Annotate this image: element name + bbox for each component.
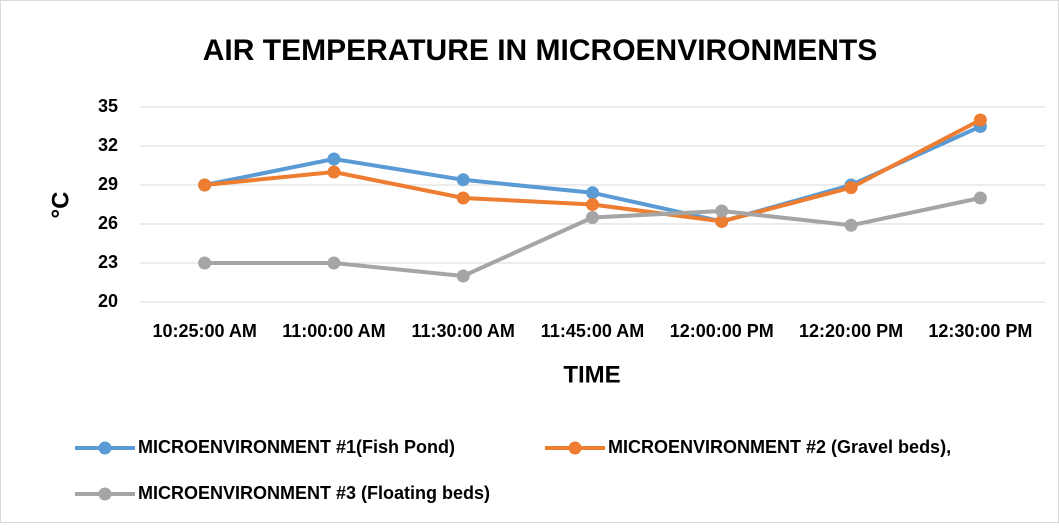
- x-tick-label: 10:25:00 AM: [152, 321, 256, 341]
- legend-label: MICROENVIRONMENT #3 (Floating beds): [138, 483, 490, 503]
- chart-title: AIR TEMPERATURE IN MICROENVIRONMENTS: [203, 34, 877, 67]
- x-tick-label: 11:45:00 AM: [541, 321, 644, 341]
- legend-marker: [98, 441, 112, 455]
- data-point: [715, 214, 729, 228]
- y-tick-label: 29: [98, 174, 118, 194]
- legend-marker: [98, 487, 112, 501]
- legend-label: MICROENVIRONMENT #1(Fish Pond): [138, 437, 455, 457]
- data-point: [973, 113, 987, 127]
- data-point: [456, 269, 470, 283]
- data-point: [715, 204, 729, 218]
- y-tick-label: 35: [98, 96, 118, 116]
- legend-marker: [568, 441, 582, 455]
- data-point: [586, 186, 599, 200]
- data-point: [586, 211, 599, 224]
- x-tick-label: 12:00:00 PM: [670, 321, 774, 341]
- data-point: [586, 198, 599, 211]
- data-point: [456, 173, 470, 187]
- data-point: [198, 256, 212, 270]
- y-tick-label: 20: [98, 291, 118, 311]
- x-tick-label: 11:00:00 AM: [282, 321, 385, 341]
- data-point: [198, 178, 212, 192]
- x-axis-label: TIME: [563, 361, 620, 388]
- legend-label: MICROENVIRONMENT #2 (Gravel beds),: [608, 437, 951, 457]
- x-tick-label: 12:30:00 PM: [928, 321, 1032, 341]
- data-point: [844, 218, 858, 232]
- data-point: [973, 191, 987, 205]
- data-point: [844, 181, 858, 195]
- x-tick-label: 12:20:00 PM: [799, 321, 903, 341]
- data-point: [327, 256, 341, 270]
- y-tick-label: 32: [98, 135, 118, 155]
- x-tick-label: 11:30:00 AM: [412, 321, 515, 341]
- data-point: [456, 191, 470, 205]
- data-point: [327, 165, 341, 179]
- y-axis-label: °C: [47, 192, 74, 219]
- y-tick-label: 23: [98, 252, 118, 272]
- data-point: [327, 152, 341, 166]
- y-tick-label: 26: [98, 213, 118, 233]
